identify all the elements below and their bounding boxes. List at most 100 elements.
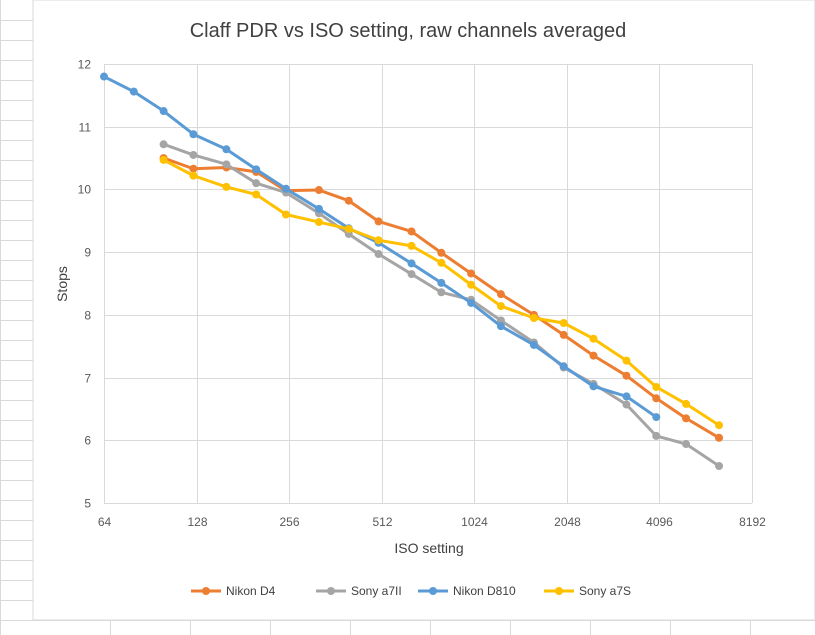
- x-tick-label: 8192: [739, 515, 766, 529]
- x-tick-label: 1024: [461, 515, 488, 529]
- data-point-nikon-d810[interactable]: [622, 392, 631, 401]
- data-point-nikon-d810[interactable]: [559, 362, 568, 371]
- data-point-sony-a7s[interactable]: [682, 399, 691, 408]
- data-point-sony-a7ii[interactable]: [189, 150, 198, 159]
- data-point-sony-a7ii[interactable]: [652, 431, 661, 440]
- data-point-nikon-d4[interactable]: [589, 351, 598, 360]
- data-point-nikon-d810[interactable]: [100, 72, 108, 81]
- legend: Nikon D4 Sony a7II Nikon D810 Sony a7S: [191, 584, 631, 598]
- data-point-nikon-d810[interactable]: [529, 340, 538, 349]
- y-tick-label: 10: [78, 183, 92, 197]
- y-tick-label: 8: [84, 309, 91, 323]
- data-point-nikon-d810[interactable]: [222, 145, 231, 154]
- y-tick-label: 11: [79, 121, 92, 135]
- data-point-nikon-d810[interactable]: [314, 204, 323, 213]
- data-point-sony-a7s[interactable]: [314, 218, 323, 227]
- data-point-sony-a7ii[interactable]: [437, 288, 446, 297]
- data-point-nikon-d4[interactable]: [344, 196, 353, 205]
- series-sony-a7s[interactable]: [159, 155, 724, 430]
- data-point-sony-a7ii[interactable]: [622, 400, 631, 409]
- data-point-sony-a7ii[interactable]: [374, 250, 383, 259]
- data-point-sony-a7ii[interactable]: [496, 316, 505, 325]
- data-point-sony-a7s[interactable]: [189, 171, 198, 180]
- x-axis-tick-labels: 64 128 256 512 1024 2048 4096 8192: [98, 515, 766, 529]
- data-point-nikon-d810[interactable]: [159, 107, 168, 116]
- legend-label-nikon-d810: Nikon D810: [453, 584, 516, 598]
- data-point-nikon-d4[interactable]: [559, 330, 568, 339]
- x-tick-label: 512: [372, 515, 392, 529]
- data-point-nikon-d810[interactable]: [589, 382, 598, 391]
- legend-label-sony-a7s: Sony a7S: [579, 584, 631, 598]
- data-point-sony-a7ii[interactable]: [682, 440, 691, 449]
- data-point-sony-a7s[interactable]: [281, 210, 290, 219]
- y-tick-label: 7: [84, 372, 91, 386]
- data-point-sony-a7s[interactable]: [252, 190, 261, 199]
- data-point-nikon-d810[interactable]: [496, 322, 505, 331]
- data-point-sony-a7s[interactable]: [344, 224, 353, 233]
- data-point-nikon-d810[interactable]: [467, 298, 476, 307]
- data-point-sony-a7ii[interactable]: [159, 140, 168, 149]
- legend-label-sony-a7ii: Sony a7II: [351, 584, 402, 598]
- y-tick-label: 9: [84, 246, 91, 260]
- data-point-sony-a7ii[interactable]: [252, 179, 261, 188]
- data-point-sony-a7s[interactable]: [715, 421, 724, 430]
- legend-item-nikon-d4[interactable]: Nikon D4: [191, 584, 276, 598]
- data-point-nikon-d4[interactable]: [189, 164, 198, 173]
- data-point-sony-a7s[interactable]: [467, 280, 476, 289]
- series-layer: [100, 72, 724, 470]
- data-point-sony-a7s[interactable]: [496, 302, 505, 311]
- data-point-nikon-d4[interactable]: [682, 414, 691, 423]
- y-axis-title: Stops: [54, 266, 70, 302]
- y-tick-label: 5: [84, 497, 91, 511]
- legend-label-nikon-d4: Nikon D4: [226, 584, 276, 598]
- y-tick-label: 12: [78, 58, 92, 72]
- data-point-sony-a7ii[interactable]: [222, 160, 231, 169]
- data-point-sony-a7s[interactable]: [222, 182, 231, 191]
- data-point-nikon-d810[interactable]: [437, 278, 446, 287]
- data-point-nikon-d810[interactable]: [252, 165, 261, 174]
- legend-item-sony-a7s[interactable]: Sony a7S: [544, 584, 631, 598]
- data-point-nikon-d4[interactable]: [496, 290, 505, 299]
- chart-frame[interactable]: [32, 0, 815, 621]
- x-tick-label: 4096: [646, 515, 673, 529]
- data-point-sony-a7ii[interactable]: [715, 462, 724, 470]
- x-tick-label: 2048: [554, 515, 581, 529]
- data-point-nikon-d810[interactable]: [281, 184, 290, 193]
- legend-marker-nikon-d4: [202, 587, 210, 595]
- data-point-nikon-d810[interactable]: [189, 130, 198, 139]
- data-point-nikon-d810[interactable]: [407, 259, 416, 268]
- data-point-sony-a7s[interactable]: [622, 356, 631, 365]
- x-axis-title: ISO setting: [394, 540, 463, 556]
- data-point-sony-a7s[interactable]: [374, 236, 383, 245]
- data-point-nikon-d4[interactable]: [715, 433, 724, 442]
- y-axis-tick-labels: 5 6 7 8 9 10 11 12: [78, 58, 92, 511]
- data-point-nikon-d4[interactable]: [437, 248, 446, 257]
- data-point-nikon-d4[interactable]: [652, 394, 661, 403]
- data-point-sony-a7s[interactable]: [407, 241, 416, 250]
- data-point-nikon-d4[interactable]: [407, 227, 416, 236]
- data-point-sony-a7s[interactable]: [159, 155, 168, 164]
- legend-item-sony-a7ii[interactable]: Sony a7II: [316, 584, 402, 598]
- data-point-sony-a7s[interactable]: [437, 258, 446, 267]
- data-point-nikon-d4[interactable]: [374, 217, 383, 226]
- y-tick-label: 6: [84, 434, 91, 448]
- data-point-sony-a7s[interactable]: [559, 319, 568, 328]
- data-point-sony-a7s[interactable]: [589, 334, 598, 343]
- x-tick-label: 128: [187, 515, 207, 529]
- legend-item-nikon-d810[interactable]: Nikon D810: [418, 584, 516, 598]
- data-point-nikon-d810[interactable]: [652, 413, 661, 422]
- legend-marker-sony-a7s: [555, 587, 563, 595]
- data-point-sony-a7ii[interactable]: [407, 270, 416, 279]
- x-tick-label: 256: [279, 515, 299, 529]
- series-sony-a7ii[interactable]: [159, 140, 724, 470]
- data-point-nikon-d4[interactable]: [622, 371, 631, 380]
- data-point-nikon-d810[interactable]: [129, 87, 138, 96]
- data-point-nikon-d4[interactable]: [314, 186, 323, 195]
- legend-marker-sony-a7ii: [327, 587, 335, 595]
- data-point-sony-a7s[interactable]: [529, 313, 538, 322]
- data-point-nikon-d4[interactable]: [467, 269, 476, 278]
- horizontal-gridlines: [104, 64, 752, 504]
- x-tick-label: 64: [98, 515, 112, 529]
- data-point-sony-a7s[interactable]: [652, 382, 661, 391]
